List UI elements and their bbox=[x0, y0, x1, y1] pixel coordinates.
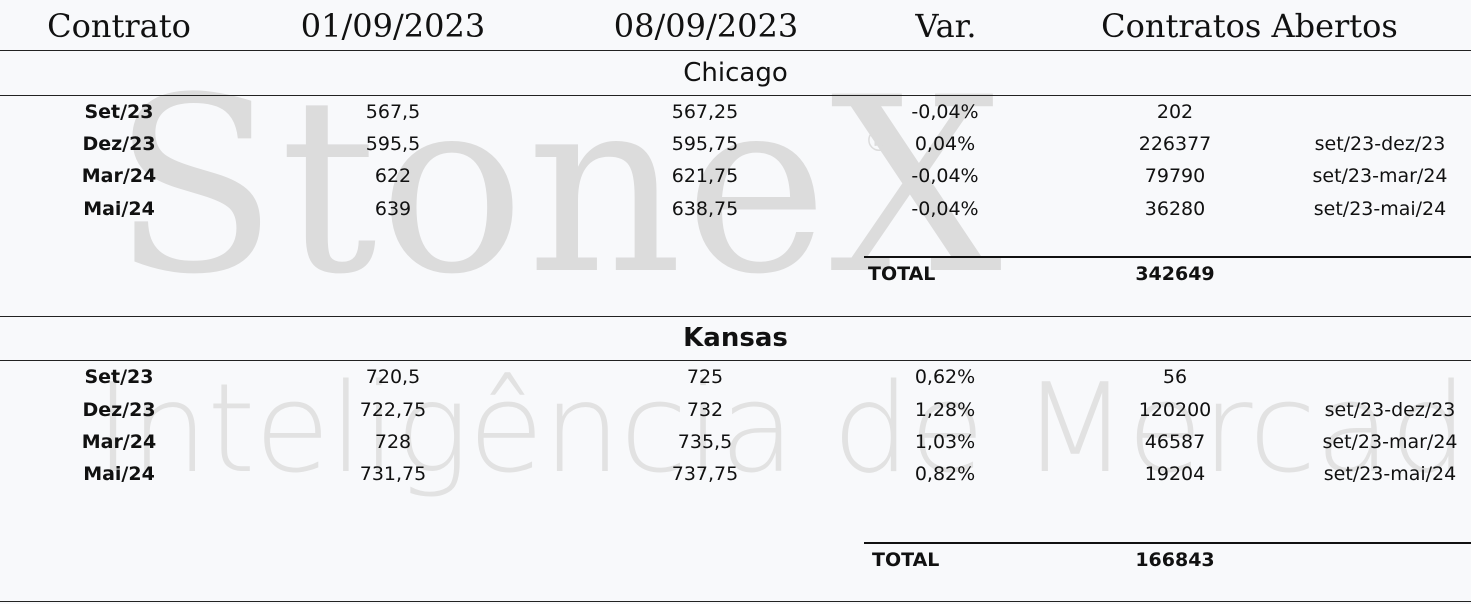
cell-variation: -0,04% bbox=[911, 198, 979, 220]
cell-price-date1: 622 bbox=[374, 165, 412, 187]
cell-spread bbox=[1300, 362, 1471, 392]
total-value-kansas: 166843 bbox=[1135, 549, 1215, 571]
cell-variation: -0,04% bbox=[911, 165, 979, 187]
cell-contract: Set/23 bbox=[84, 366, 154, 388]
cell-open-contracts: 56 bbox=[1162, 366, 1188, 388]
cell-spread: set/23-mai/24 bbox=[1323, 463, 1457, 485]
header-contract: Contrato bbox=[47, 7, 191, 45]
cell-price-date2: 732 bbox=[686, 399, 724, 421]
cell-open-contracts: 79790 bbox=[1144, 165, 1206, 187]
cell-spread: set/23-mai/24 bbox=[1313, 198, 1447, 220]
cell-variation: 0,62% bbox=[914, 366, 976, 388]
section-title-chicago: Chicago bbox=[683, 58, 788, 88]
total-divider-kansas bbox=[864, 542, 1471, 544]
cell-open-contracts: 46587 bbox=[1144, 431, 1206, 453]
cell-spread: set/23-dez/23 bbox=[1324, 399, 1456, 421]
cell-open-contracts: 226377 bbox=[1138, 133, 1212, 155]
section-title-kansas: Kansas bbox=[683, 323, 788, 353]
cell-price-date1: 720,5 bbox=[365, 366, 421, 388]
cell-price-date1: 722,75 bbox=[359, 399, 427, 421]
cell-variation: 1,03% bbox=[914, 431, 976, 453]
total-value-chicago: 342649 bbox=[1135, 263, 1215, 285]
watermark-registered-mark: ® bbox=[864, 124, 894, 159]
total-label-chicago: TOTAL bbox=[868, 263, 936, 285]
cell-contract: Dez/23 bbox=[82, 133, 156, 155]
header-variation: Var. bbox=[915, 7, 977, 45]
cell-price-date2: 725 bbox=[686, 366, 724, 388]
header-date1: 01/09/2023 bbox=[300, 7, 486, 45]
divider-chicago bbox=[0, 95, 1471, 96]
cell-contract: Set/23 bbox=[84, 101, 154, 123]
cell-contract: Mar/24 bbox=[81, 165, 157, 187]
cell-price-date1: 731,75 bbox=[359, 463, 427, 485]
cell-spread: set/23-dez/23 bbox=[1314, 133, 1446, 155]
cell-price-date2: 595,75 bbox=[671, 133, 739, 155]
cell-contract: Dez/23 bbox=[82, 399, 156, 421]
divider-section bbox=[0, 316, 1471, 317]
cell-contract: Mai/24 bbox=[83, 463, 155, 485]
cell-price-date1: 728 bbox=[374, 431, 412, 453]
cell-price-date2: 735,5 bbox=[677, 431, 733, 453]
cell-variation: -0,04% bbox=[911, 101, 979, 123]
cell-contract: Mar/24 bbox=[81, 431, 157, 453]
cell-price-date2: 638,75 bbox=[671, 198, 739, 220]
cell-price-date1: 595,5 bbox=[365, 133, 421, 155]
cell-contract: Mai/24 bbox=[83, 198, 155, 220]
divider-kansas bbox=[0, 360, 1471, 361]
cell-price-date1: 567,5 bbox=[365, 101, 421, 123]
cell-variation: 1,28% bbox=[914, 399, 976, 421]
watermark-brand: StoneX bbox=[112, 46, 1005, 328]
watermark-tagline: Inteligência de Mercado bbox=[95, 358, 1471, 501]
cell-open-contracts: 120200 bbox=[1138, 399, 1212, 421]
cell-open-contracts: 19204 bbox=[1144, 463, 1206, 485]
cell-price-date1: 639 bbox=[374, 198, 412, 220]
divider-bottom bbox=[0, 601, 1471, 602]
cell-price-date2: 567,25 bbox=[671, 101, 739, 123]
cell-spread: set/23-mar/24 bbox=[1322, 431, 1458, 453]
total-divider-chicago bbox=[864, 256, 1471, 258]
divider-header bbox=[0, 50, 1471, 51]
cell-spread: set/23-mar/24 bbox=[1312, 165, 1448, 187]
header-open-contracts: Contratos Abertos bbox=[1101, 7, 1398, 45]
cell-spread bbox=[1290, 97, 1470, 127]
cell-open-contracts: 202 bbox=[1156, 101, 1194, 123]
cell-price-date2: 621,75 bbox=[671, 165, 739, 187]
cell-price-date2: 737,75 bbox=[671, 463, 739, 485]
cell-variation: 0,82% bbox=[914, 463, 976, 485]
header-date2: 08/09/2023 bbox=[613, 7, 799, 45]
cell-open-contracts: 36280 bbox=[1144, 198, 1206, 220]
total-label-kansas: TOTAL bbox=[872, 549, 940, 571]
cell-variation: 0,04% bbox=[914, 133, 976, 155]
